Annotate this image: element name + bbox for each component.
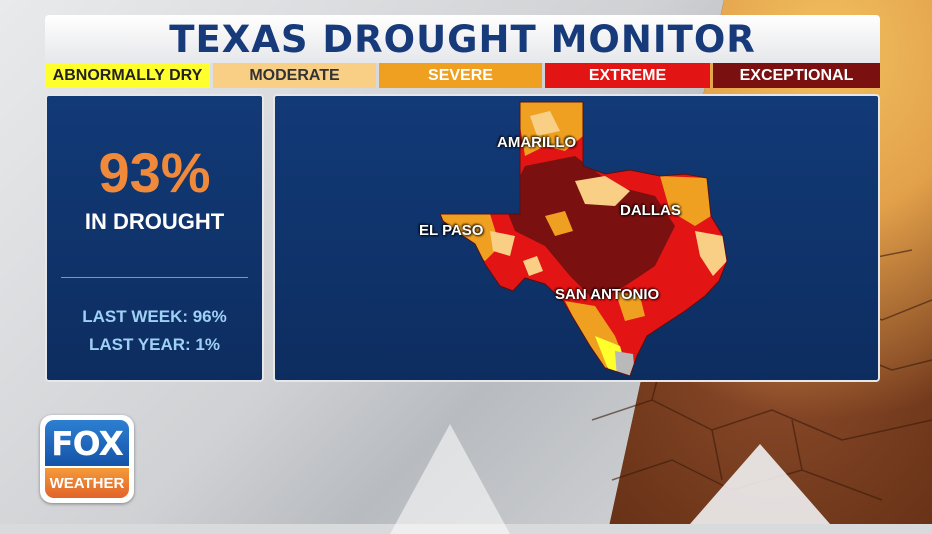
legend-abnormally-dry: ABNORMALLY DRY — [45, 63, 210, 88]
divider — [61, 277, 248, 278]
logo-weather-text: WEATHER — [45, 468, 129, 498]
stats-panel: 93% IN DROUGHT LAST WEEK: 96% LAST YEAR:… — [45, 94, 264, 382]
page-title: TEXAS DROUGHT MONITOR — [169, 17, 756, 61]
legend-exceptional: EXCEPTIONAL — [713, 63, 880, 88]
drought-legend: ABNORMALLY DRY MODERATE SEVERE EXTREME E… — [45, 63, 880, 88]
fox-weather-logo: FOX WEATHER — [40, 415, 134, 503]
decorative-chevron — [390, 424, 510, 534]
city-label-el-paso: EL PASO — [419, 222, 484, 239]
last-year-stat: LAST YEAR: 1% — [89, 335, 220, 354]
decorative-chevron — [690, 444, 830, 524]
city-label-amarillo: AMARILLO — [497, 134, 577, 151]
texas-state-shape — [440, 102, 727, 376]
title-bar: TEXAS DROUGHT MONITOR — [45, 15, 880, 63]
legend-severe: SEVERE — [379, 63, 542, 88]
texas-drought-map — [439, 101, 728, 377]
last-week-stat: LAST WEEK: 96% — [82, 307, 227, 326]
legend-moderate: MODERATE — [213, 63, 376, 88]
logo-fox-text: FOX — [45, 420, 129, 466]
map-panel: AMARILLO DALLAS EL PASO SAN ANTONIO — [273, 94, 880, 382]
city-label-san-antonio: SAN ANTONIO — [555, 286, 660, 303]
city-label-dallas: DALLAS — [620, 202, 681, 219]
drought-percent-label: IN DROUGHT — [84, 209, 225, 234]
drought-percent: 93% — [98, 141, 211, 204]
legend-extreme: EXTREME — [545, 63, 710, 88]
